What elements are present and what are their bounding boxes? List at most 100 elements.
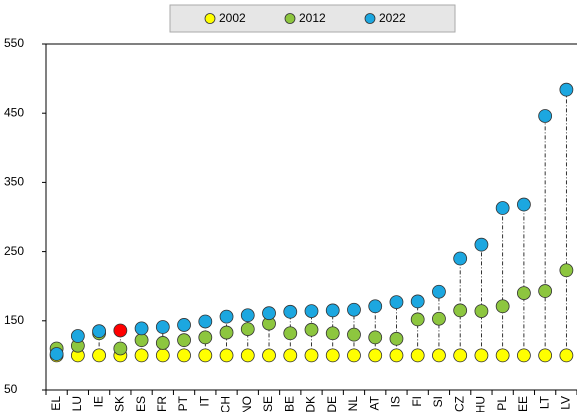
legend-swatch bbox=[284, 13, 296, 24]
dot bbox=[432, 284, 446, 299]
x-tick-label: PL bbox=[495, 396, 509, 411]
dot bbox=[495, 348, 510, 363]
dot bbox=[453, 303, 468, 318]
dot bbox=[134, 333, 149, 348]
dot bbox=[559, 348, 574, 363]
dot bbox=[389, 348, 404, 363]
dot bbox=[474, 237, 489, 252]
dot bbox=[453, 251, 468, 266]
dot bbox=[198, 330, 213, 345]
y-tick-label: 350 bbox=[4, 175, 24, 189]
x-tick-label: PT bbox=[176, 395, 190, 411]
dot bbox=[113, 341, 128, 356]
x-tick-label: IS bbox=[389, 396, 403, 407]
dot bbox=[304, 348, 319, 363]
y-tick-label: 50 bbox=[4, 382, 18, 396]
dot bbox=[517, 286, 531, 301]
dot bbox=[177, 333, 191, 348]
legend-swatch bbox=[204, 13, 216, 24]
x-tick-label: DE bbox=[325, 396, 339, 412]
dot bbox=[325, 303, 340, 318]
dot bbox=[49, 347, 64, 361]
x-tick-label: DK bbox=[304, 396, 318, 412]
x-tick-label: EL bbox=[49, 396, 63, 411]
dot bbox=[113, 323, 128, 338]
dot bbox=[240, 308, 255, 323]
dot bbox=[134, 321, 149, 336]
legend-label: 2012 bbox=[299, 11, 326, 25]
dot bbox=[134, 348, 149, 363]
x-tick-label: FI bbox=[410, 396, 424, 407]
y-tick-label: 150 bbox=[4, 313, 24, 327]
x-tick-label: LT bbox=[537, 395, 551, 409]
x-tick-label: HU bbox=[474, 396, 488, 412]
x-tick-label: LV bbox=[559, 396, 573, 410]
dot bbox=[155, 336, 170, 350]
y-tick-label: 450 bbox=[4, 105, 24, 119]
dot bbox=[283, 304, 298, 319]
dot bbox=[219, 348, 234, 363]
dot bbox=[198, 348, 213, 363]
dot bbox=[559, 82, 574, 97]
legend-box bbox=[169, 4, 456, 33]
dot bbox=[325, 326, 340, 341]
dot bbox=[219, 325, 234, 340]
dot bbox=[347, 348, 361, 363]
dot bbox=[368, 330, 383, 345]
legend: 2002 2012 2022 bbox=[204, 11, 406, 25]
dot bbox=[538, 348, 553, 363]
dot bbox=[155, 348, 170, 363]
x-tick-label: FR bbox=[155, 396, 169, 412]
dot bbox=[304, 322, 319, 337]
x-tick-label: LU bbox=[70, 396, 84, 411]
dot bbox=[368, 348, 383, 363]
dot bbox=[538, 284, 553, 298]
legend-label: 2022 bbox=[379, 11, 406, 25]
legend-swatch bbox=[364, 13, 376, 24]
dot bbox=[262, 348, 276, 363]
x-tick-label: EE bbox=[516, 396, 530, 412]
dot bbox=[495, 201, 510, 215]
dot bbox=[155, 320, 170, 334]
dot bbox=[240, 322, 255, 337]
dot bbox=[559, 263, 574, 278]
x-tick-label: AT bbox=[367, 395, 381, 410]
x-tick-label: IT bbox=[197, 395, 211, 406]
x-tick-label: BE bbox=[282, 396, 296, 412]
dot bbox=[283, 326, 298, 341]
dot bbox=[495, 299, 510, 314]
dot bbox=[517, 197, 531, 212]
x-tick-label: CZ bbox=[452, 396, 466, 412]
dot bbox=[389, 295, 404, 310]
dot bbox=[432, 311, 446, 326]
dot bbox=[198, 314, 213, 329]
dot bbox=[432, 348, 446, 363]
dot bbox=[453, 348, 468, 363]
dot bbox=[325, 348, 340, 363]
dot bbox=[410, 348, 425, 363]
legend-label: 2002 bbox=[219, 11, 246, 25]
dot bbox=[347, 302, 361, 317]
x-tick-label: IE bbox=[91, 396, 105, 407]
dot bbox=[474, 348, 489, 363]
y-tick-label: 550 bbox=[4, 36, 24, 50]
dot bbox=[92, 348, 106, 363]
dot bbox=[240, 348, 255, 363]
x-tick-label: SE bbox=[261, 396, 275, 412]
x-tick-label: SK bbox=[113, 396, 127, 412]
dot bbox=[347, 327, 361, 342]
x-tick-label: CH bbox=[219, 396, 233, 412]
dot bbox=[410, 294, 425, 309]
dot bbox=[92, 324, 106, 339]
dot bbox=[538, 109, 553, 123]
y-tick-label: 250 bbox=[4, 244, 24, 258]
dot bbox=[410, 312, 425, 327]
dot bbox=[177, 318, 191, 332]
dot bbox=[368, 299, 383, 314]
x-tick-label: ES bbox=[134, 396, 148, 412]
dot bbox=[517, 348, 531, 363]
x-tick-label: NO bbox=[240, 396, 254, 412]
dot bbox=[262, 306, 276, 321]
dot bbox=[70, 329, 85, 343]
